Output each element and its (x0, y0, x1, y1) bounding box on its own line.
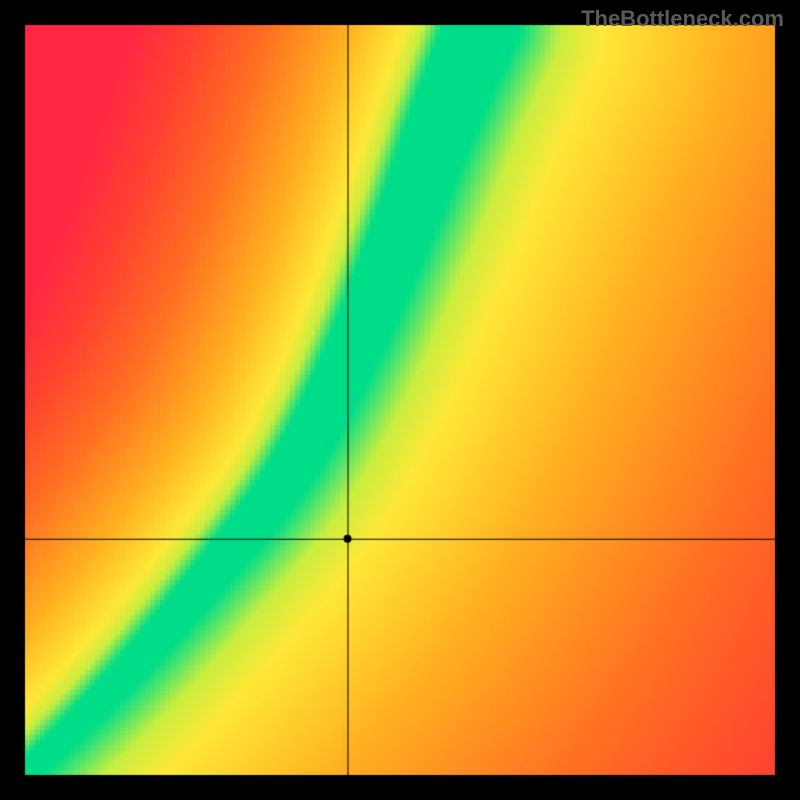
watermark-text: TheBottleneck.com (581, 6, 784, 32)
heatmap-canvas (0, 0, 800, 800)
chart-container: TheBottleneck.com (0, 0, 800, 800)
